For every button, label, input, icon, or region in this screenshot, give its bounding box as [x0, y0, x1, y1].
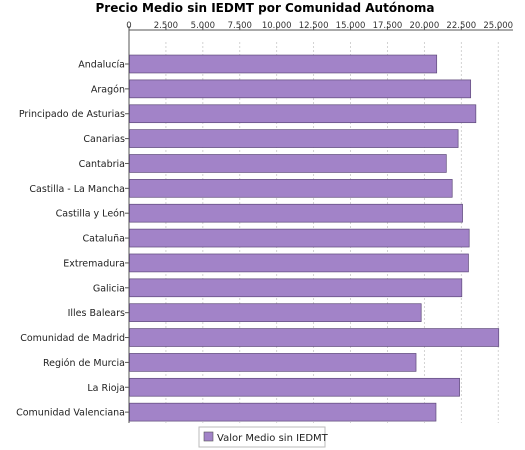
legend-swatch — [203, 431, 214, 442]
bar — [129, 328, 500, 347]
category-labels: Andalucía Aragón Principado de Asturias Can… — [16, 60, 125, 419]
category-label: Comunidad de Madrid — [20, 333, 125, 344]
x-axis-ticks: 0 2.500 5.000 7.500 10.000 12.500 15.000 17.500… — [126, 21, 513, 31]
bar — [129, 253, 469, 273]
x-tick-label: 17.500 — [373, 21, 403, 31]
chart-title: Precio Medio sin IEDMT por Comunidad Aut… — [96, 1, 435, 15]
category-label: Comunidad Valenciana — [16, 408, 125, 419]
category-label: Cataluña — [82, 234, 125, 245]
category-label: Illes Balears — [68, 308, 125, 319]
bar — [129, 179, 453, 198]
bar — [129, 353, 417, 372]
category-label: Principado de Asturias — [19, 109, 125, 120]
legend-label: Valor Medio sin IEDMT — [217, 433, 329, 444]
bar — [129, 54, 438, 74]
x-tick-label: 7.500 — [228, 21, 252, 31]
x-tick-label: 10.000 — [262, 21, 292, 31]
bar — [129, 79, 472, 99]
x-tick-label: 2.500 — [154, 21, 178, 31]
bar — [129, 203, 463, 223]
bar — [129, 402, 437, 422]
x-tick-label: 25.000 — [483, 21, 513, 31]
category-label: Región de Murcia — [43, 358, 125, 369]
bar — [129, 377, 460, 397]
category-label: Andalucía — [78, 60, 125, 71]
category-label: Canarias — [83, 134, 125, 145]
bars — [129, 54, 500, 422]
category-label: Galicia — [93, 283, 125, 294]
bar — [129, 154, 447, 173]
category-label: Extremadura — [63, 258, 125, 269]
x-tick-label: 12.500 — [299, 21, 329, 31]
bar — [129, 228, 470, 248]
x-tick-label: 22.500 — [446, 21, 476, 31]
x-tick-label: 15.000 — [336, 21, 366, 31]
bar — [129, 303, 422, 322]
category-label: Cantabria — [79, 159, 125, 170]
bar — [129, 278, 463, 298]
category-label: Castilla y León — [56, 209, 125, 220]
legend: Valor Medio sin IEDMT — [198, 426, 329, 448]
category-label: Aragón — [91, 84, 125, 95]
legend-box — [198, 426, 326, 448]
bar — [129, 104, 477, 124]
x-tick-label: 5.000 — [191, 21, 215, 31]
x-tick-label: 20.000 — [410, 21, 440, 31]
category-label: Castilla - La Mancha — [29, 184, 125, 195]
bar — [129, 129, 459, 148]
axes — [125, 29, 513, 423]
category-label: La Rioja — [87, 383, 125, 394]
x-tick-label: 0 — [126, 21, 131, 31]
